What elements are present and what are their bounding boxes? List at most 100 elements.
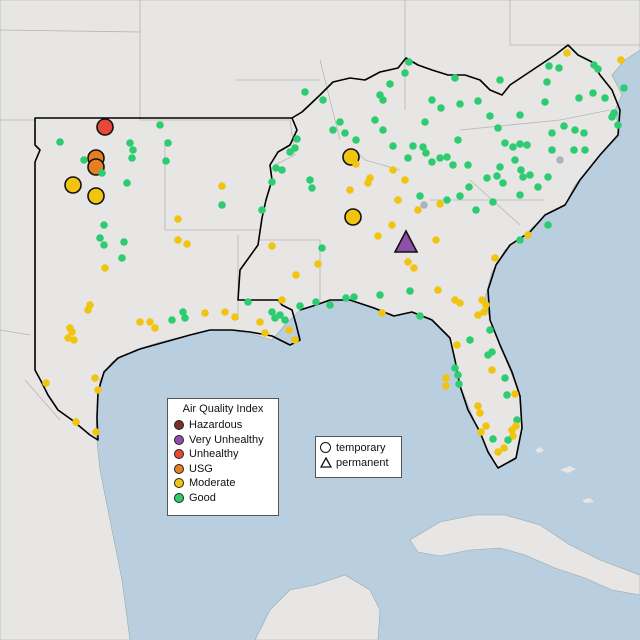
monitor-moderate-dot[interactable] (374, 232, 382, 240)
monitor-good-dot[interactable] (486, 326, 494, 334)
monitor-good-dot[interactable] (451, 74, 459, 82)
monitor-good-dot[interactable] (379, 96, 387, 104)
monitor-good-dot[interactable] (455, 380, 463, 388)
monitor-good-dot[interactable] (594, 65, 602, 73)
monitor-good-dot[interactable] (516, 191, 524, 199)
monitor-moderate-dot[interactable] (474, 402, 482, 410)
monitor-moderate-dot[interactable] (474, 311, 482, 319)
monitor-moderate-dot[interactable] (261, 329, 269, 337)
monitor-good-dot[interactable] (329, 126, 337, 134)
monitor-good-dot[interactable] (291, 144, 299, 152)
monitor-good-dot[interactable] (128, 154, 136, 162)
monitor-good-dot[interactable] (308, 184, 316, 192)
monitor-good-dot[interactable] (511, 156, 519, 164)
monitor-good-dot[interactable] (168, 316, 176, 324)
monitor-good-dot[interactable] (474, 97, 482, 105)
monitor-good-dot[interactable] (496, 76, 504, 84)
monitor-good-dot[interactable] (100, 241, 108, 249)
monitor-good-dot[interactable] (421, 118, 429, 126)
monitor-moderate-dot[interactable] (218, 182, 226, 190)
monitor-moderate-dot[interactable] (174, 215, 182, 223)
monitor-good-dot[interactable] (516, 111, 524, 119)
monitor-good-dot[interactable] (428, 158, 436, 166)
monitor-good-dot[interactable] (545, 62, 553, 70)
monitor-good-dot[interactable] (98, 169, 106, 177)
monitor-good-dot[interactable] (326, 301, 334, 309)
monitor-good-dot[interactable] (456, 100, 464, 108)
monitor-good-dot[interactable] (544, 173, 552, 181)
monitor-moderate-dot[interactable] (394, 196, 402, 204)
monitor-moderate-dot[interactable] (511, 390, 519, 398)
monitor-good-dot[interactable] (614, 121, 622, 129)
monitor-good-dot[interactable] (456, 192, 464, 200)
monitor-good-dot[interactable] (443, 153, 451, 161)
monitor-moderate-dot[interactable] (174, 236, 182, 244)
monitor-good-dot[interactable] (379, 126, 387, 134)
monitor-moderate-dot[interactable] (434, 286, 442, 294)
monitor-moderate-dot[interactable] (617, 56, 625, 64)
monitor-good-dot[interactable] (484, 351, 492, 359)
monitor-good-dot[interactable] (258, 206, 266, 214)
large-monitors[interactable] (64, 118, 419, 253)
monitor-good-dot[interactable] (443, 196, 451, 204)
monitor-good-dot[interactable] (501, 374, 509, 382)
monitor-good-dot[interactable] (296, 302, 304, 310)
monitor-good-dot[interactable] (181, 314, 189, 322)
monitor-good-dot[interactable] (386, 80, 394, 88)
monitor-moderate-dot[interactable] (480, 308, 488, 316)
monitor-moderate-dot[interactable] (389, 166, 397, 174)
monitor-good-dot[interactable] (493, 172, 501, 180)
monitor-moderate-dot[interactable] (68, 328, 76, 336)
monitor-moderate-dot[interactable] (256, 318, 264, 326)
monitor-nodata-dot[interactable] (420, 201, 428, 209)
monitor-good-dot[interactable] (516, 140, 524, 148)
monitor-good-dot[interactable] (96, 234, 104, 242)
monitor-good-dot[interactable] (589, 89, 597, 97)
monitor-good-dot[interactable] (120, 238, 128, 246)
monitor-good-dot[interactable] (580, 129, 588, 137)
monitor-good-dot[interactable] (319, 96, 327, 104)
monitor-good-dot[interactable] (416, 312, 424, 320)
monitor-moderate-dot[interactable] (92, 428, 100, 436)
monitor-good-dot[interactable] (526, 171, 534, 179)
monitor-good-dot[interactable] (389, 142, 397, 150)
monitor-moderate-dot[interactable] (500, 444, 508, 452)
monitor-good-dot[interactable] (318, 244, 326, 252)
monitor-good-dot[interactable] (404, 154, 412, 162)
monitor-very-unhealthy-triangle[interactable] (393, 229, 419, 253)
monitor-good-dot[interactable] (268, 178, 276, 186)
monitor-good-dot[interactable] (162, 157, 170, 165)
monitor-moderate-dot[interactable] (512, 422, 520, 430)
monitor-good-dot[interactable] (376, 291, 384, 299)
monitor-moderate-dot[interactable] (442, 374, 450, 382)
monitor-moderate-dot[interactable] (352, 160, 360, 168)
monitor-good-dot[interactable] (342, 294, 350, 302)
monitor-good-dot[interactable] (449, 161, 457, 169)
monitor-moderate-dot[interactable] (436, 200, 444, 208)
monitor-good-dot[interactable] (123, 179, 131, 187)
monitor-good-dot[interactable] (454, 136, 462, 144)
monitor-moderate-dot[interactable] (453, 341, 461, 349)
monitor-moderate-dot[interactable] (146, 318, 154, 326)
monitor-good-dot[interactable] (437, 104, 445, 112)
monitor-good-dot[interactable] (312, 298, 320, 306)
monitor-good-dot[interactable] (466, 336, 474, 344)
monitor-good-dot[interactable] (601, 94, 609, 102)
monitor-good-dot[interactable] (501, 139, 509, 147)
monitor-moderate-dot[interactable] (401, 176, 409, 184)
monitor-good-dot[interactable] (336, 118, 344, 126)
monitor-good-dot[interactable] (581, 146, 589, 154)
monitor-good-dot[interactable] (156, 121, 164, 129)
monitor-good-dot[interactable] (371, 116, 379, 124)
monitor-moderate-dot[interactable] (64, 334, 72, 342)
monitor-good-dot[interactable] (465, 183, 473, 191)
monitor-good-dot[interactable] (548, 129, 556, 137)
monitor-good-dot[interactable] (100, 221, 108, 229)
monitor-good-dot[interactable] (405, 58, 413, 66)
monitor-good-dot[interactable] (472, 206, 480, 214)
monitor-good-dot[interactable] (401, 69, 409, 77)
monitor-good-dot[interactable] (464, 161, 472, 169)
monitor-good-dot[interactable] (489, 198, 497, 206)
monitor-moderate-dot[interactable] (291, 336, 299, 344)
monitor-good-dot[interactable] (409, 142, 417, 150)
